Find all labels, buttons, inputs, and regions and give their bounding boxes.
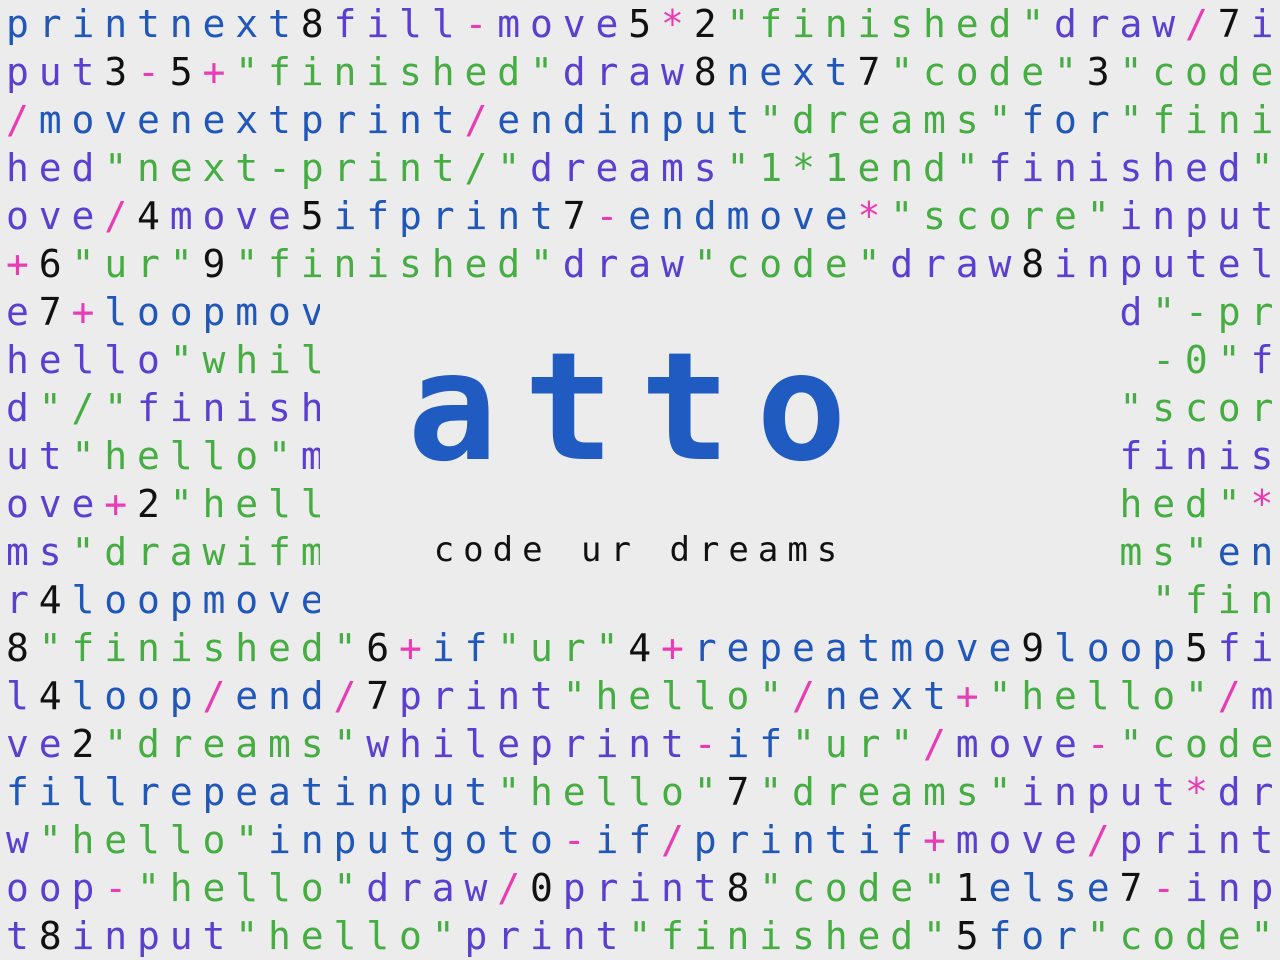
code-row: fillrepeatinput"hello"7"dreams"input*dra: [6, 770, 1280, 814]
code-row: put3-5+"finished"draw8next7"code"3"code": [6, 50, 1280, 94]
background-code-pattern: printnext8fill-move5*2"finished"draw/7in…: [6, 0, 1280, 960]
code-row: ve2"dreams"whileprint-if"ur"/move-"code": [6, 722, 1280, 766]
code-row: +6"ur"9"finished"draw"code"draw8inputels: [6, 242, 1280, 286]
code-row: w"hello"inputgoto-if/printif+move/printl: [6, 818, 1280, 862]
code-row: l4loop/end/7print"hello"/next+"hello"/mo: [6, 674, 1280, 718]
code-row: ut"hello"m finished"m: [6, 434, 1280, 478]
code-row: hed"next-print/"dreams"1*1end"finished"m: [6, 146, 1280, 190]
code-row: printnext8fill-move5*2"finished"draw/7in: [6, 2, 1280, 46]
code-row: d"/"finish "score"inp: [6, 386, 1280, 430]
code-row: ove/4move5ifprint7-endmove*"score"input6: [6, 194, 1280, 238]
tagline: code ur dreams: [433, 530, 847, 570]
logo-title: atto: [407, 321, 873, 495]
code-row: hello"whil -0"finishe: [6, 338, 1280, 382]
code-row: ms"drawifm ms"end4+fo: [6, 530, 1280, 574]
title-backdrop: [320, 288, 960, 624]
code-row: /movenextprint/endinput"dreams"for"finis: [6, 98, 1280, 142]
code-row: ove+2"hell hed"*"drea: [6, 482, 1280, 526]
code-row: t8input"hello"print"finished"5for"code"5: [6, 914, 1280, 958]
code-row: r4loopmove "finished": [6, 578, 1280, 622]
code-row: oop-"hello"draw/0print8"code"1else7-inpu: [6, 866, 1280, 910]
code-row: e7+loopmov d"-print1": [6, 290, 1280, 334]
